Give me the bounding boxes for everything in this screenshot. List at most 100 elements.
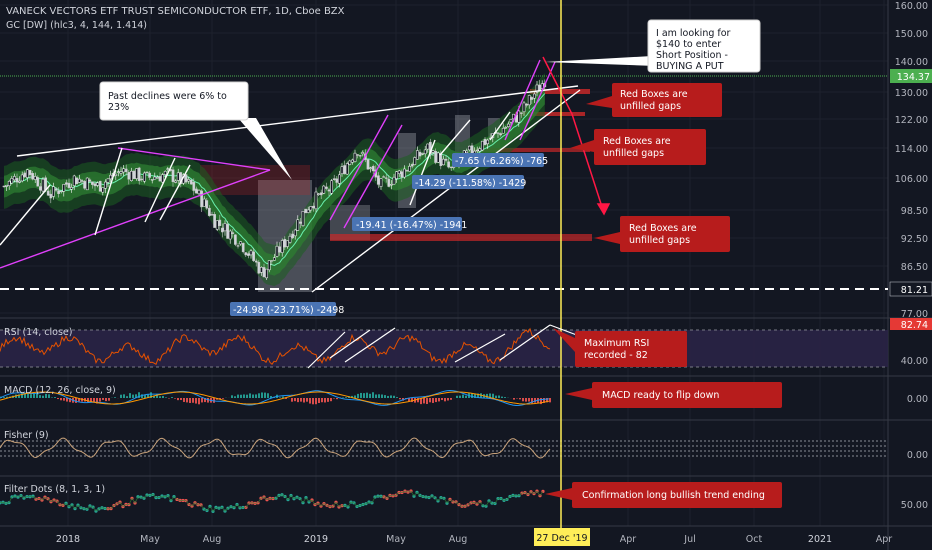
candle-body xyxy=(10,178,14,184)
candle-body xyxy=(283,238,287,248)
candle-body xyxy=(241,242,245,253)
measure-box-1 xyxy=(230,302,336,316)
macd-histogram-bar xyxy=(531,398,533,404)
candle-body xyxy=(270,260,274,262)
candle-body xyxy=(166,168,170,170)
candle-body xyxy=(330,180,333,194)
macd-lines xyxy=(0,389,551,407)
macd-histogram-bar xyxy=(318,398,320,404)
macd-histogram-bar xyxy=(243,394,245,398)
time-axis[interactable]: 2018 May Aug 2019 May Aug Apr Jul Oct 2021 Apr xyxy=(56,534,892,545)
candle-body xyxy=(540,83,544,89)
candle-body xyxy=(436,152,440,163)
time-tick-label: Apr xyxy=(620,534,637,545)
candle-body xyxy=(520,112,523,114)
candle-body xyxy=(319,192,323,196)
candle-body xyxy=(75,177,79,185)
macd-histogram-bar xyxy=(423,398,425,404)
price-tick-label: 130.00 xyxy=(895,88,928,99)
macd-histogram-bar xyxy=(108,398,110,401)
macd-histogram-bar xyxy=(378,394,380,398)
macd-histogram-bar xyxy=(57,398,59,400)
candle-body xyxy=(122,168,125,173)
macd-histogram-bar xyxy=(549,398,551,403)
price-axis[interactable]: 160.00 150.00 140.00 130.00 122.00 114.00 106.… xyxy=(895,1,928,320)
measure-box-4 xyxy=(452,153,544,167)
fisher-tick-0: 0.00 xyxy=(907,450,928,461)
macd-histogram-bar xyxy=(504,397,506,398)
price-tick-label: 86.50 xyxy=(901,262,928,273)
candle-body xyxy=(247,253,250,256)
candle-body xyxy=(161,174,164,183)
callout-filter-text: Confirmation long bullish trend ending xyxy=(582,490,765,501)
macd-histogram-bar xyxy=(303,398,305,403)
macd-histogram-bar xyxy=(3,397,5,398)
current-price-label: 134.37 xyxy=(897,72,930,83)
macd-histogram-bar xyxy=(441,398,443,401)
support-price-label: 81.21 xyxy=(901,285,928,296)
candle-body xyxy=(150,179,154,181)
candle-body xyxy=(176,172,180,181)
macd-histogram-bar xyxy=(354,395,356,398)
candle-body xyxy=(421,153,424,155)
candle-body xyxy=(195,188,198,194)
candle-body xyxy=(124,168,128,173)
macd-histogram-bar xyxy=(252,394,254,398)
macd-label: MACD (12, 26, close, 9) xyxy=(4,385,116,396)
macd-histogram-bar xyxy=(363,393,365,398)
candle-body xyxy=(309,206,313,211)
macd-histogram-bar xyxy=(525,398,527,402)
candle-body xyxy=(132,170,136,179)
macd-histogram-bar xyxy=(195,398,197,404)
macd-histogram-bar xyxy=(543,398,545,403)
candle-body xyxy=(348,160,352,165)
candle-body xyxy=(254,260,258,263)
macd-histogram-bar xyxy=(45,393,47,398)
candle-body xyxy=(18,180,21,183)
candle-body xyxy=(382,176,385,178)
candle-body xyxy=(49,193,53,199)
candle-body xyxy=(517,110,521,123)
candle-body xyxy=(117,171,120,173)
candle-body xyxy=(218,219,222,227)
candle-body xyxy=(327,189,331,192)
callout-gaps-2: Red Boxes are unfilled gaps xyxy=(570,129,706,165)
fisher-path xyxy=(0,437,551,459)
candle-body xyxy=(366,159,370,170)
candle-body xyxy=(215,220,219,230)
macd-histogram-bar xyxy=(477,393,479,398)
candle-body xyxy=(475,149,479,152)
macd-histogram-bar xyxy=(519,398,521,400)
candle-body xyxy=(405,170,409,172)
candle-body xyxy=(96,182,99,186)
candle-body xyxy=(57,190,60,194)
candle-body xyxy=(104,181,107,189)
macd-histogram-bar xyxy=(231,395,233,398)
candle-body xyxy=(236,245,240,247)
candle-body xyxy=(262,267,266,278)
candle-body xyxy=(273,257,276,261)
macd-histogram-bar xyxy=(540,398,542,405)
callout-gaps-3: Red Boxes are unfilled gaps xyxy=(594,216,730,252)
candle-body xyxy=(416,150,419,160)
macd-histogram-bar xyxy=(90,398,92,402)
measurement-labels: -24.98 (-23.71%) -2498 -19.41 (-16.47%) … xyxy=(230,153,548,316)
macd-histogram-bar xyxy=(132,394,134,398)
measure-text-2: -19.41 (-16.47%) -1941 xyxy=(356,220,467,231)
candle-body xyxy=(275,245,279,257)
candle-body xyxy=(239,241,242,245)
candle-body xyxy=(93,183,97,187)
candle-body xyxy=(106,178,110,183)
cursor-date-label: 27 Dec '19 xyxy=(536,533,587,544)
candle-body xyxy=(314,191,318,210)
candle-body xyxy=(265,268,268,279)
candle-body xyxy=(353,152,357,162)
channel-2a xyxy=(504,59,541,141)
macd-histogram-bar xyxy=(246,394,248,398)
candle-body xyxy=(23,172,27,178)
macd-histogram-bar xyxy=(327,398,329,402)
candle-body xyxy=(465,150,469,153)
candle-body xyxy=(293,229,297,237)
macd-histogram-bar xyxy=(369,393,371,398)
candle-body xyxy=(5,185,8,187)
